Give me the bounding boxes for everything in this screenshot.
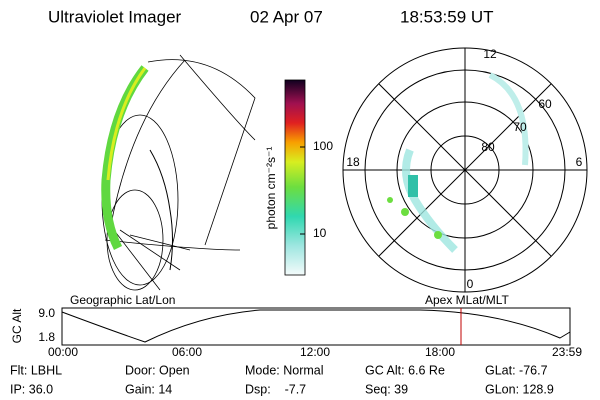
y-label: 1.8 xyxy=(38,330,55,344)
x-label: 06:00 xyxy=(172,345,202,359)
aurora-core xyxy=(106,67,147,181)
mlt-label: 12 xyxy=(483,47,497,61)
instrument: Ultraviolet Imager xyxy=(48,7,182,26)
mlat-label: 70 xyxy=(513,120,527,134)
info-field: GLon: 128.9 xyxy=(485,382,554,396)
colorbar-tick-label: 100 xyxy=(313,139,333,153)
panel-label: Apex MLat/MLT xyxy=(425,293,509,307)
colorbar-label: photon cm⁻²s⁻¹ xyxy=(264,147,278,230)
mlt-label: 18 xyxy=(346,155,360,169)
x-label: 00:00 xyxy=(48,345,78,359)
geographic-map xyxy=(101,54,256,291)
colorbar-tick-label: 10 xyxy=(313,226,327,240)
orbit-curve xyxy=(61,309,571,343)
info-field: GC Alt: 6.6 Re xyxy=(365,363,445,377)
time: 18:53:59 UT xyxy=(400,7,494,26)
info-field: Flt: LBHL xyxy=(10,363,62,377)
polar-grid xyxy=(342,47,588,293)
mlat-label: 80 xyxy=(481,140,495,154)
info-field: Door: Open xyxy=(125,363,190,377)
mlat-label: 60 xyxy=(538,97,552,111)
date: 02 Apr 07 xyxy=(250,7,323,26)
info-field: IP: 36.0 xyxy=(10,382,53,396)
panel-label: Geographic Lat/Lon xyxy=(70,293,175,307)
info-field: GLat: -76.7 xyxy=(485,363,548,377)
info-field: Seq: 39 xyxy=(365,382,408,396)
polar-aurora xyxy=(387,72,529,253)
orbit-frame xyxy=(61,307,571,346)
y-axis-label: GC Alt xyxy=(10,308,24,343)
info-field: Mode: Normal xyxy=(245,363,324,377)
info-field: Gain: 14 xyxy=(125,382,172,396)
mlt-label: 6 xyxy=(576,155,583,169)
info-field: Dsp: -7.7 xyxy=(245,382,306,396)
y-label: 9.0 xyxy=(38,306,55,320)
x-label: 23:59 xyxy=(552,345,582,359)
x-label: 18:00 xyxy=(425,345,455,359)
mlt-label: 0 xyxy=(467,277,474,291)
colorbar xyxy=(284,79,306,276)
x-label: 12:00 xyxy=(300,345,330,359)
